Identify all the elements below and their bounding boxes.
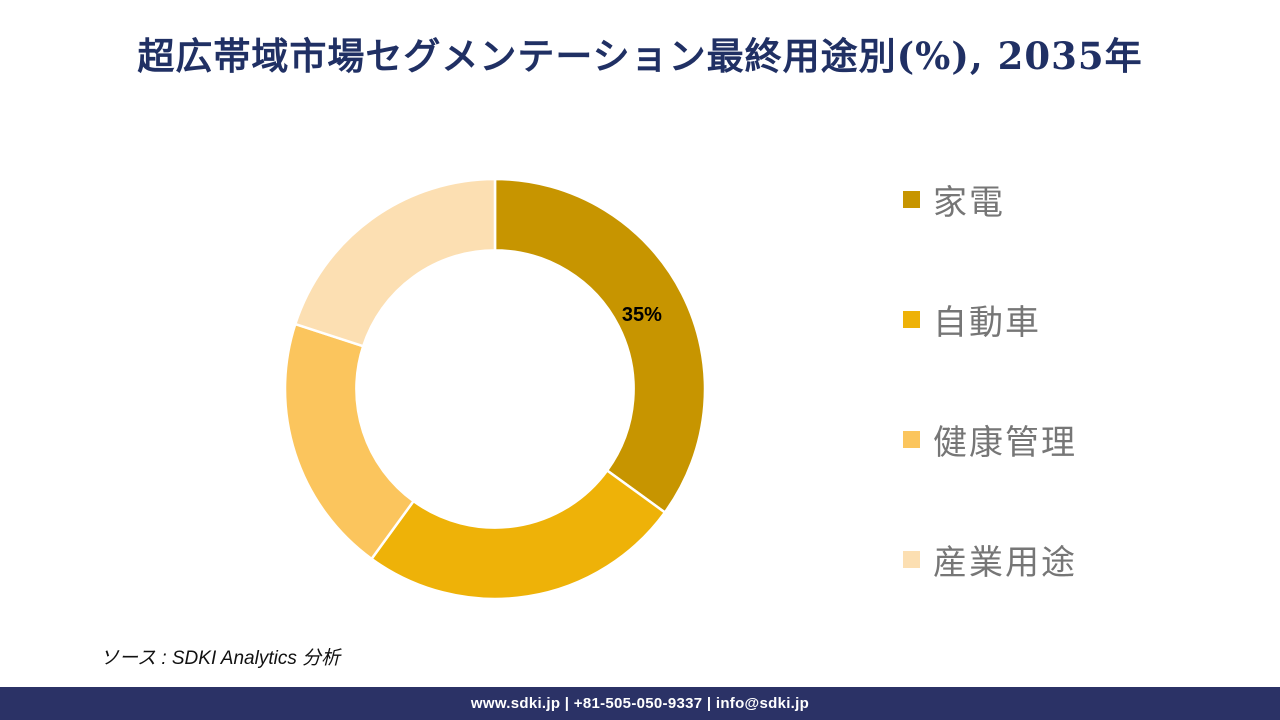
donut-segment-3 (294, 177, 497, 348)
donut-segment-1 (370, 469, 667, 601)
donut-svg: 35% (283, 177, 707, 601)
chart-title: 超広帯域市場セグメンテーション最終用途別(%), 2035年 (137, 34, 1143, 78)
legend-item: 家電 (903, 179, 1077, 222)
legend-swatch-icon (903, 430, 920, 448)
legend-item: 健康管理 (903, 419, 1077, 462)
donut-chart: 35% (283, 177, 707, 601)
legend-item: 自動車 (903, 299, 1077, 342)
legend: 家電 自動車 健康管理 産業用途 (903, 179, 1077, 582)
legend-label: 自動車 (933, 303, 1041, 342)
legend-item: 産業用途 (903, 539, 1077, 582)
legend-swatch-icon (903, 550, 920, 568)
data-label: 35% (622, 304, 662, 326)
donut-segment-2 (283, 322, 415, 561)
footer-bar: www.sdki.jp | +81-505-050-9337 | info@sd… (0, 687, 1280, 720)
legend-swatch-icon (903, 190, 920, 208)
donut-segment-0 (493, 177, 707, 514)
legend-label: 産業用途 (933, 543, 1077, 582)
legend-swatch-icon (903, 310, 920, 328)
source-note: ソース : SDKI Analytics 分析 (100, 648, 341, 669)
legend-label: 健康管理 (933, 423, 1077, 462)
legend-label: 家電 (933, 183, 1005, 222)
footer-text: www.sdki.jp | +81-505-050-9337 | info@sd… (470, 695, 810, 712)
